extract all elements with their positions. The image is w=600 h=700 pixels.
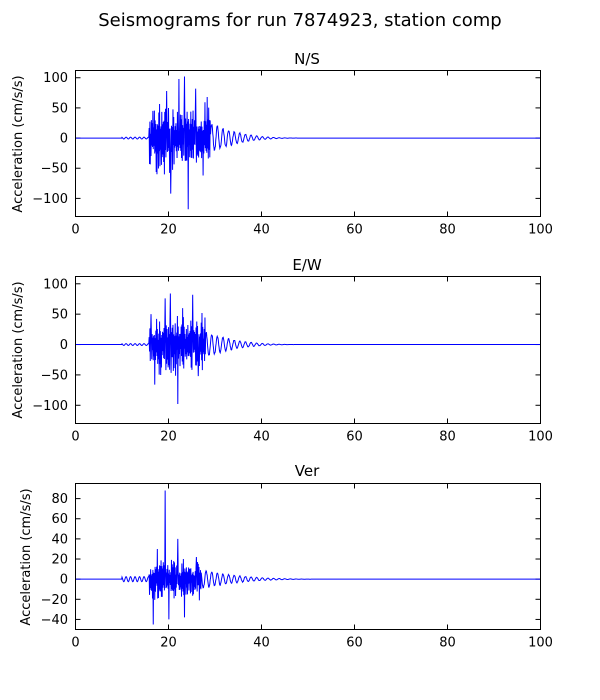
x-tick-label: 40 [253,430,270,445]
y-axis-label-ver: Acceleration (cm/s/s) [19,488,34,625]
x-tick-label: 20 [160,223,177,238]
y-tick-label: 60 [51,512,68,527]
y-tick-label: −100 [32,192,68,207]
x-tick-label: 20 [160,430,177,445]
y-tick-label: 50 [51,308,68,323]
x-tick-label: 60 [346,636,363,651]
y-tick-label: 0 [60,573,68,588]
plot-frame-ver [75,483,541,630]
plot-frame-ew [75,276,541,424]
series-line-ew [75,293,541,405]
panel-ns: N/S 0 20 40 60 80 100 −100 −50 0 50 100 Accelerat… [11,50,553,238]
y-tick-label: 0 [60,338,68,353]
x-tick-label: 60 [346,430,363,445]
x-tick-label: 80 [439,223,456,238]
x-tick-label: 40 [253,223,270,238]
y-axis-label-ew: Acceleration (cm/s/s) [11,281,26,418]
y-axis-ns: −100 −50 0 50 100 [32,71,541,207]
x-tick-label: 100 [528,223,553,238]
x-tick-label: 0 [71,430,79,445]
panel-title-ew: E/W [292,256,322,274]
y-tick-label: 100 [43,71,68,86]
y-axis-ver: −40 −20 0 20 40 60 80 [41,492,541,628]
panel-title-ns: N/S [294,50,320,68]
x-axis-ver: 0 20 40 60 80 100 [71,483,553,651]
panel-title-ver: Ver [295,462,320,480]
y-tick-label: 20 [51,553,68,568]
x-tick-label: 100 [528,636,553,651]
y-tick-label: −50 [41,162,68,177]
y-tick-label: −40 [41,613,68,628]
plot-frame-ns [75,70,541,217]
x-axis-ns: 0 20 40 60 80 100 [71,70,553,238]
x-tick-label: 80 [439,636,456,651]
y-axis-ew: −100 −50 0 50 100 [32,277,541,414]
x-tick-label: 60 [346,223,363,238]
x-tick-label: 100 [528,430,553,445]
y-tick-label: −100 [32,399,68,414]
y-tick-label: 100 [43,277,68,292]
figure-title: Seismograms for run 7874923, station com… [98,10,502,31]
y-tick-label: 50 [51,101,68,116]
series-line-ns [75,76,541,210]
x-tick-label: 20 [160,636,177,651]
y-tick-label: 40 [51,532,68,547]
y-tick-label: −20 [41,593,68,608]
series-line-ver [75,490,541,625]
y-tick-label: 0 [60,132,68,147]
y-axis-label-ns: Acceleration (cm/s/s) [11,75,26,212]
x-tick-label: 40 [253,636,270,651]
x-tick-label: 0 [71,636,79,651]
x-tick-label: 80 [439,430,456,445]
y-tick-label: −50 [41,368,68,383]
x-tick-label: 0 [71,223,79,238]
panel-ver: Ver 0 20 40 60 80 100 −40 −20 0 20 40 60 80 Acceler… [19,462,553,651]
x-axis-ew: 0 20 40 60 80 100 [71,276,553,445]
y-tick-label: 80 [51,492,68,507]
panel-ew: E/W 0 20 40 60 80 100 −100 −50 0 50 100 Accelerat… [11,256,553,445]
